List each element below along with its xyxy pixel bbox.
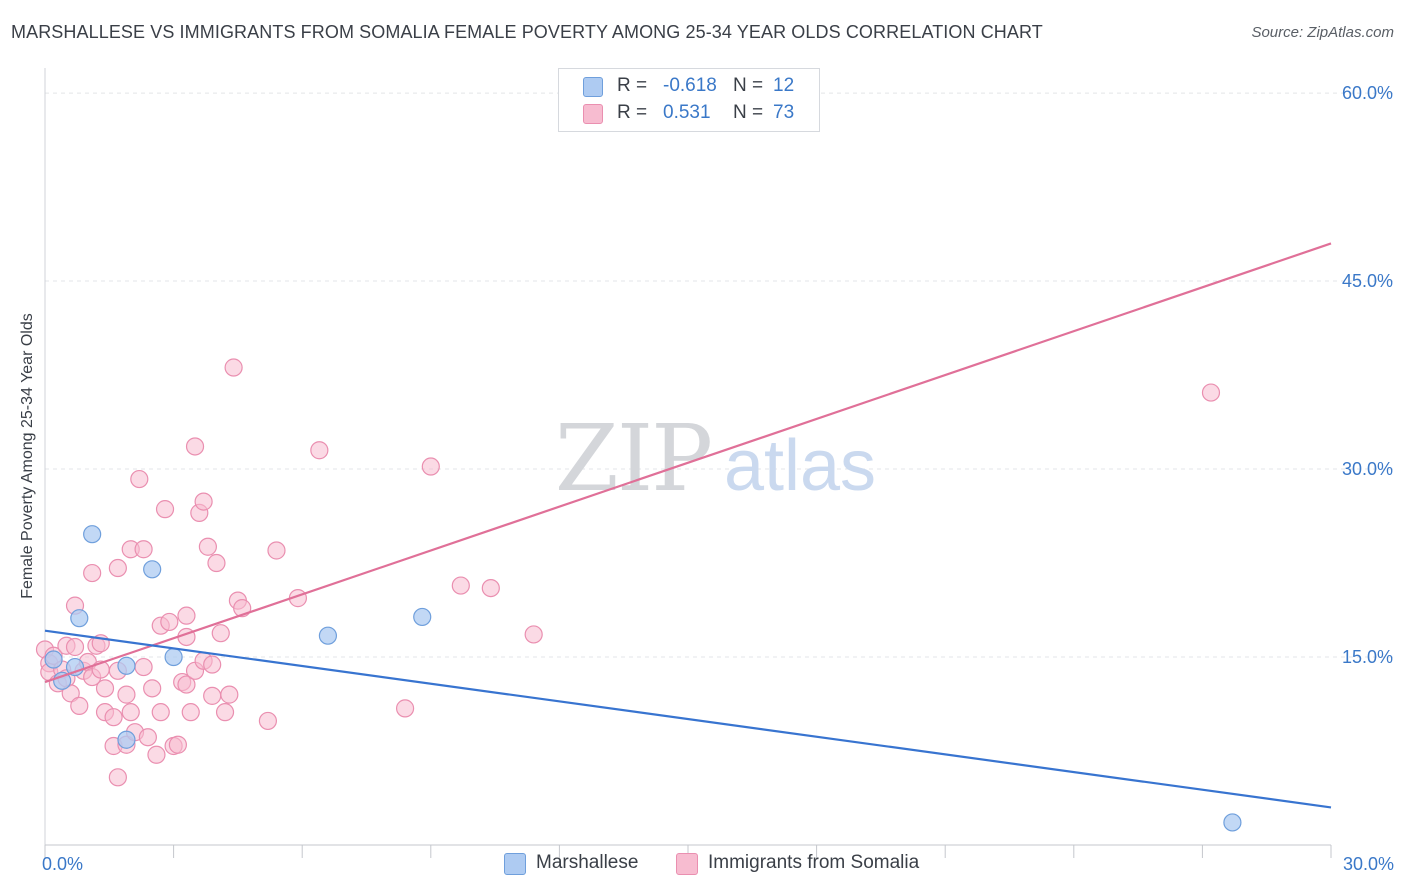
marshallese-point — [318, 626, 338, 645]
somalia-point — [130, 469, 149, 489]
somalia-point — [267, 541, 286, 560]
somalia-point — [83, 563, 102, 583]
somalia-point — [121, 703, 140, 722]
marshallese-point — [413, 607, 432, 627]
y-tick-label: 15.0% — [1342, 647, 1393, 667]
somalia-point — [203, 686, 222, 705]
legend-swatch-marshallese — [583, 77, 603, 97]
somalia-point — [108, 558, 127, 578]
somalia-point — [70, 696, 89, 715]
somalia-point — [194, 492, 213, 511]
somalia-point — [224, 358, 243, 377]
somalia-point — [181, 703, 200, 722]
somalia-point — [134, 657, 153, 677]
watermark-atlas: atlas — [724, 426, 876, 506]
x-tick-label: 30.0% — [1343, 854, 1394, 874]
legend-r-value: -0.618 — [663, 75, 717, 96]
legend-label-marshallese: Marshallese — [536, 852, 639, 873]
watermark-zip: ZIP — [555, 405, 711, 512]
somalia-point — [481, 578, 500, 598]
somalia-point — [143, 679, 162, 698]
somalia-point — [65, 637, 85, 657]
gridlines — [45, 92, 1393, 658]
legend-r-value: 0.531 — [663, 102, 711, 123]
legend-series: Marshallese Immigrants from Somalia — [0, 852, 1406, 876]
chart-title: MARSHALLESE VS IMMIGRANTS FROM SOMALIA F… — [11, 22, 1043, 42]
somalia-point — [211, 624, 230, 643]
somalia-point — [160, 612, 179, 632]
legend-swatch-marshallese — [504, 853, 526, 875]
marshallese-point — [70, 609, 89, 628]
y-tick-label: 60.0% — [1342, 83, 1393, 103]
legend-n-value: 73 — [773, 102, 795, 123]
somalia-point — [168, 735, 187, 754]
somalia-point — [203, 655, 222, 674]
somalia-point — [395, 699, 415, 718]
somalia-point — [215, 703, 235, 722]
marshallese-point — [117, 656, 136, 675]
legend-r-label: R = — [617, 75, 648, 96]
marshallese-point — [44, 650, 63, 669]
somalia-point — [524, 625, 543, 644]
legend-swatch-somalia — [583, 104, 603, 124]
legend-r-label: R = — [617, 102, 648, 123]
x-tick-label: 0.0% — [42, 854, 83, 874]
somalia-point — [310, 441, 329, 460]
somalia-point — [220, 685, 239, 704]
axes — [44, 68, 1332, 858]
legend-n-value: 12 — [773, 75, 795, 96]
somalia-point — [151, 703, 170, 722]
marshallese-point — [1223, 813, 1242, 832]
somalia-point — [177, 606, 196, 625]
somalia-point — [108, 768, 127, 787]
somalia-point — [421, 457, 440, 476]
legend-n-label: N = — [733, 75, 764, 96]
watermark: ZIP atlas — [555, 405, 876, 512]
marshallese-point — [143, 560, 162, 579]
marshallese-point — [83, 525, 102, 544]
somalia-point — [61, 684, 80, 703]
y-tick-label: 45.0% — [1342, 271, 1393, 291]
somalia-point — [185, 437, 205, 456]
somalia-point — [95, 679, 115, 698]
legend-label-somalia: Immigrants from Somalia — [708, 852, 920, 873]
somalia-point — [258, 711, 278, 731]
tick-labels: 15.0% 30.0% 45.0% 60.0% 0.0% 30.0% — [42, 83, 1394, 874]
somalia-point — [147, 745, 166, 764]
somalia-point — [177, 675, 196, 694]
legend-stats: R = -0.618 N = 12 R = 0.531 N = 73 — [558, 68, 820, 132]
marshallese-point — [164, 647, 183, 667]
somalia-point — [138, 728, 157, 747]
somalia-point — [207, 553, 226, 573]
somalia-point — [155, 500, 175, 519]
marshallese-point — [117, 730, 136, 749]
somalia-point — [198, 537, 217, 556]
somalia-point — [104, 708, 123, 727]
somalia-point — [117, 685, 136, 704]
y-tick-label: 30.0% — [1342, 459, 1393, 479]
legend-n-label: N = — [733, 102, 764, 123]
somalia-point — [134, 540, 153, 559]
somalia-points — [35, 358, 1221, 787]
somalia-trend-line — [44, 242, 1332, 684]
marshallese-points — [44, 525, 1242, 832]
source-label: Source: ZipAtlas.com — [1251, 24, 1394, 41]
somalia-point — [451, 576, 470, 595]
somalia-point — [1201, 383, 1221, 402]
trend-lines — [44, 242, 1332, 809]
legend-swatch-somalia — [676, 853, 698, 875]
marshallese-trend-line — [44, 629, 1332, 809]
